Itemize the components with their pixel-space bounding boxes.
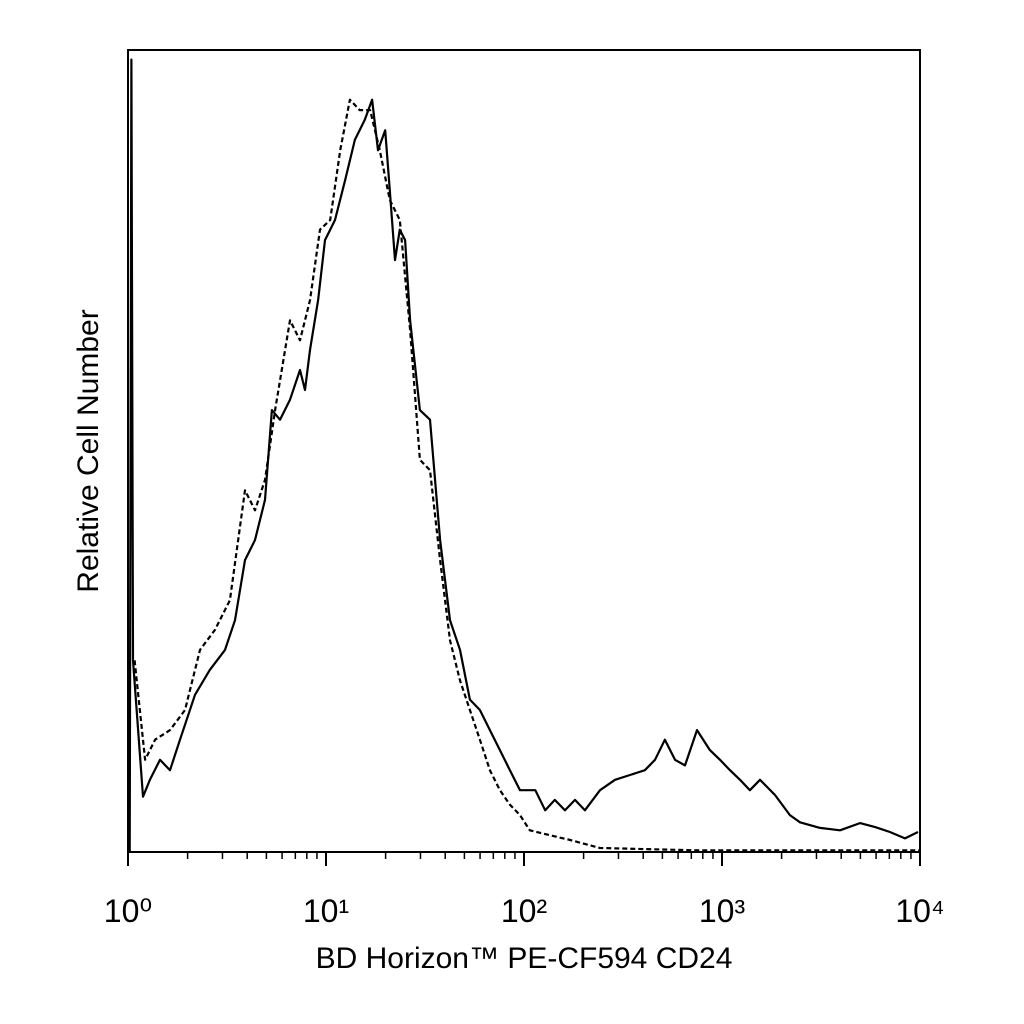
y-axis-label: Relative Cell Number — [72, 309, 105, 592]
plot-frame — [127, 49, 921, 853]
x-tick-label: 10³ — [699, 893, 746, 929]
x-tick-label: 10¹ — [303, 893, 349, 929]
x-tick-label: 10⁴ — [895, 893, 944, 929]
x-tick-label: 10⁰ — [104, 893, 152, 929]
x-tick-label: 10² — [501, 893, 548, 929]
x-axis-label: BD Horizon™ PE-CF594 CD24 — [316, 942, 733, 975]
dashed-line — [133, 98, 920, 852]
solid-line — [128, 58, 919, 853]
